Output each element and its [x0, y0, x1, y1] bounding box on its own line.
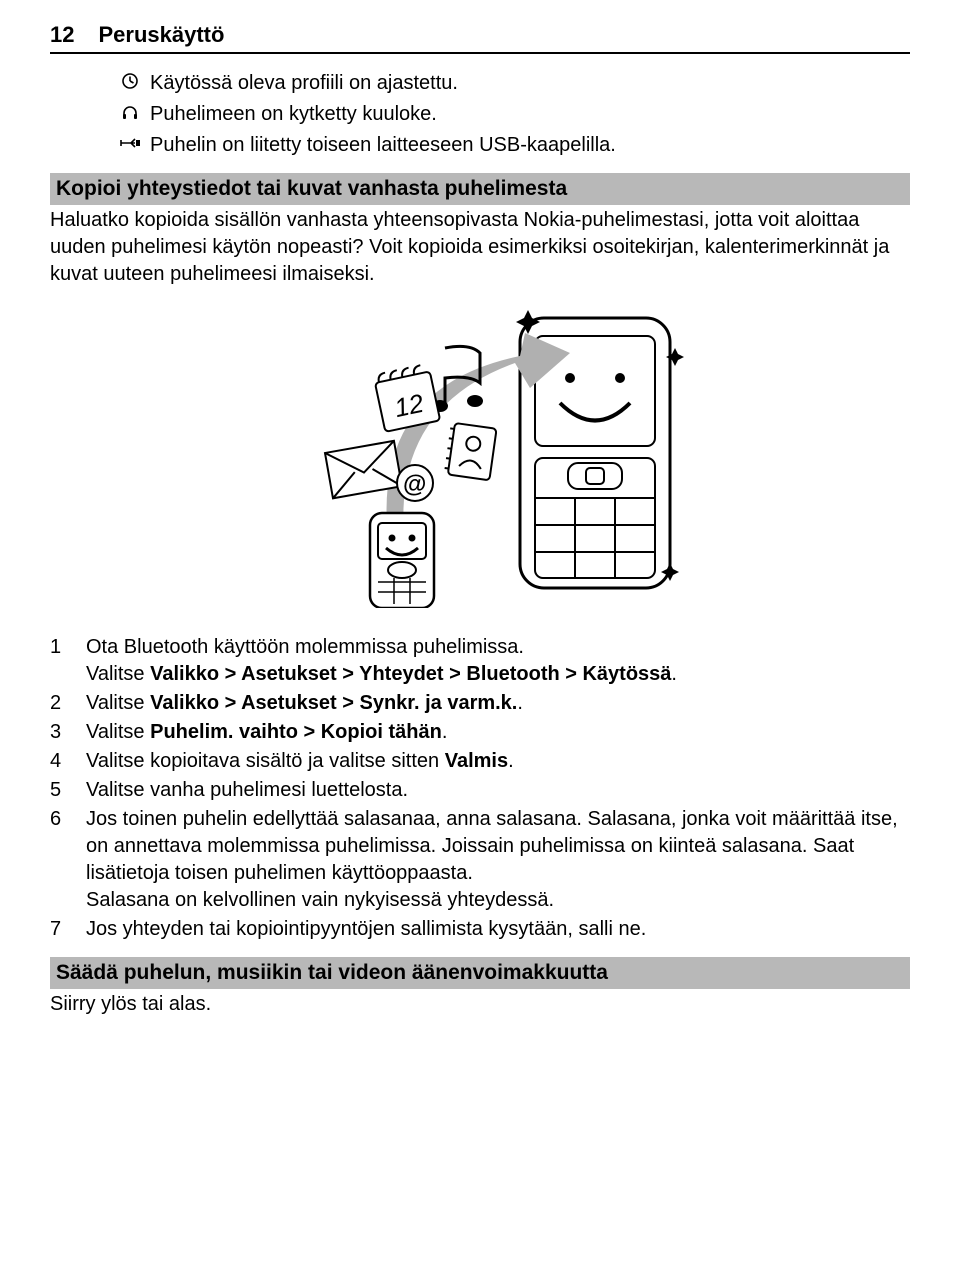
step-item: 7 Jos yhteyden tai kopiointipyyntöjen sa…	[50, 916, 910, 943]
step-item: 4 Valitse kopioitava sisältö ja valitse …	[50, 748, 910, 775]
status-text: Puhelin on liitetty toiseen laitteeseen …	[150, 132, 910, 159]
step-number: 3	[50, 719, 86, 746]
step-text: Salasana on kelvollinen vain nykyisessä …	[86, 889, 554, 911]
steps-list: 1 Ota Bluetooth käyttöön molemmissa puhe…	[50, 634, 910, 943]
footer-heading-bar: Säädä puhelun, musiikin tai videon äänen…	[50, 957, 910, 989]
step-number: 1	[50, 634, 86, 688]
section-title: Peruskäyttö	[98, 20, 224, 50]
step-text-suffix: .	[442, 721, 448, 743]
status-row: Puhelimeen on kytketty kuuloke.	[110, 101, 910, 128]
usb-icon	[110, 132, 150, 152]
action-label: Valmis	[445, 750, 508, 772]
headphones-icon	[110, 101, 150, 121]
step-text-prefix: Valitse	[86, 692, 150, 714]
step-text-suffix: .	[517, 692, 523, 714]
transfer-illustration: 12 @	[50, 308, 910, 608]
menu-path: Valikko > Asetukset > Yhteydet > Bluetoo…	[150, 663, 671, 685]
step-item: 3 Valitse Puhelim. vaihto > Kopioi tähän…	[50, 719, 910, 746]
step-number: 5	[50, 777, 86, 804]
status-text: Puhelimeen on kytketty kuuloke.	[150, 101, 910, 128]
step-text-prefix: Valitse kopioitava sisältö ja valitse si…	[86, 750, 445, 772]
footer-section: Säädä puhelun, musiikin tai videon äänen…	[50, 957, 910, 1018]
status-row: Puhelin on liitetty toiseen laitteeseen …	[110, 132, 910, 159]
page-header: 12 Peruskäyttö	[50, 20, 910, 54]
menu-path: Puhelim. vaihto > Kopioi tähän	[150, 721, 442, 743]
step-text: Valitse vanha puhelimesi luettelosta.	[86, 777, 910, 804]
status-row: Käytössä oleva profiili on ajastettu.	[110, 70, 910, 97]
step-text: Ota Bluetooth käyttöön molemmissa puheli…	[86, 636, 524, 658]
step-item: 5 Valitse vanha puhelimesi luettelosta.	[50, 777, 910, 804]
step-number: 7	[50, 916, 86, 943]
step-number: 2	[50, 690, 86, 717]
subheading-bar: Kopioi yhteystiedot tai kuvat vanhasta p…	[50, 173, 910, 205]
svg-text:@: @	[403, 471, 426, 498]
menu-path: Valikko > Asetukset > Synkr. ja varm.k.	[150, 692, 517, 714]
step-text-prefix: Valitse	[86, 721, 150, 743]
step-number: 6	[50, 806, 86, 914]
step-item: 6 Jos toinen puhelin edellyttää salasana…	[50, 806, 910, 914]
step-item: 1 Ota Bluetooth käyttöön molemmissa puhe…	[50, 634, 910, 688]
step-text-suffix: .	[671, 663, 677, 685]
page-number: 12	[50, 20, 74, 50]
step-text: Jos toinen puhelin edellyttää salasanaa,…	[86, 808, 898, 884]
step-text-prefix: Valitse	[86, 663, 150, 685]
intro-paragraph: Haluatko kopioida sisällön vanhasta yhte…	[50, 207, 910, 288]
status-icon-list: Käytössä oleva profiili on ajastettu. Pu…	[110, 70, 910, 159]
step-text-suffix: .	[508, 750, 514, 772]
step-item: 2 Valitse Valikko > Asetukset > Synkr. j…	[50, 690, 910, 717]
step-number: 4	[50, 748, 86, 775]
clock-icon	[110, 70, 150, 90]
status-text: Käytössä oleva profiili on ajastettu.	[150, 70, 910, 97]
step-text: Jos yhteyden tai kopiointipyyntöjen sall…	[86, 916, 910, 943]
footer-text: Siirry ylös tai alas.	[50, 991, 910, 1018]
